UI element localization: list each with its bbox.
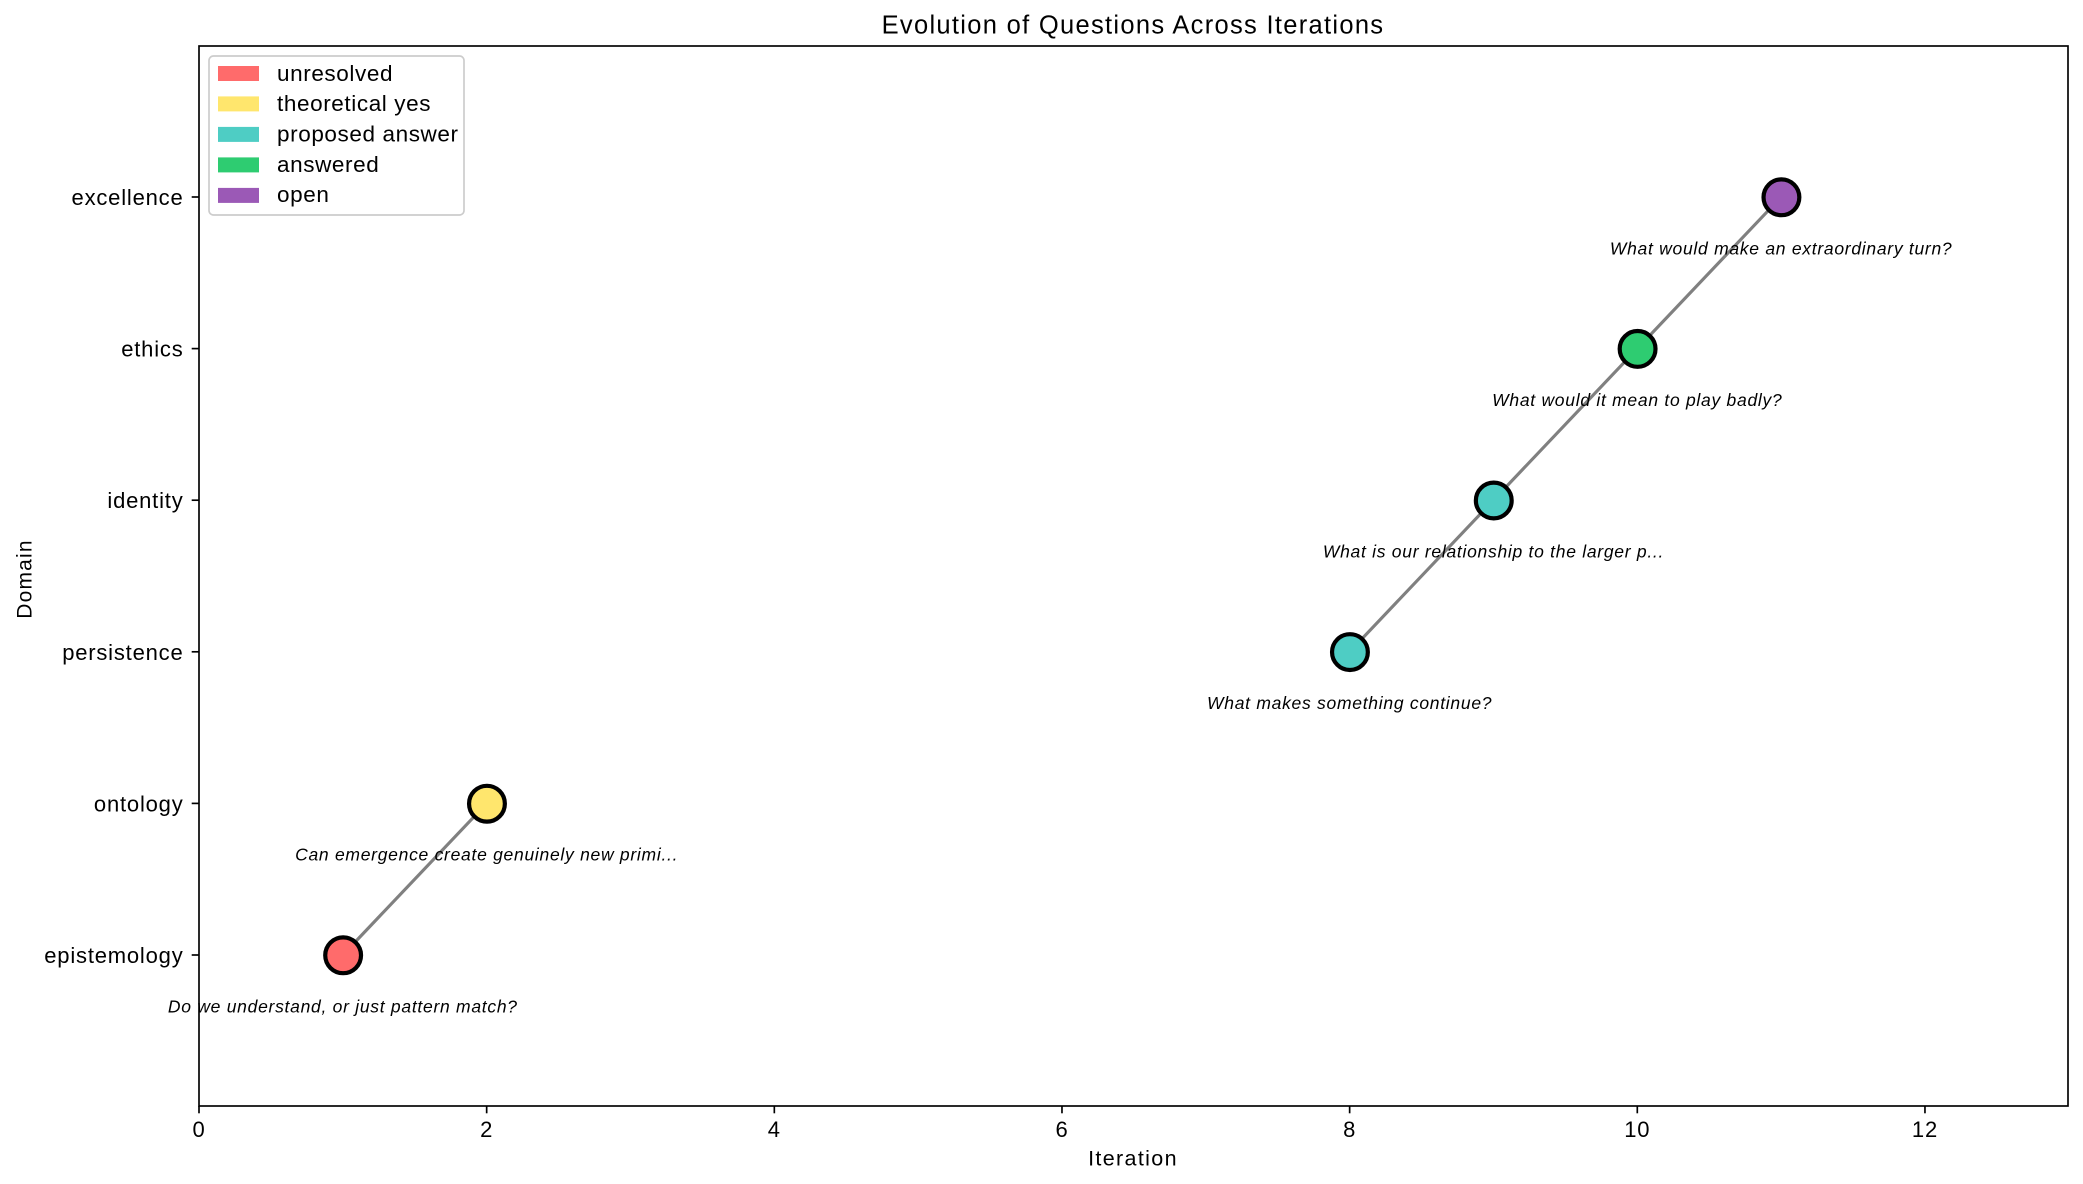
svg-text:4: 4 bbox=[768, 1117, 781, 1142]
svg-text:unresolved: unresolved bbox=[277, 61, 393, 86]
svg-text:ethics: ethics bbox=[121, 337, 183, 362]
svg-text:open: open bbox=[277, 182, 329, 207]
svg-text:Evolution of Questions Across: Evolution of Questions Across Iterations bbox=[882, 11, 1385, 39]
svg-text:theoretical yes: theoretical yes bbox=[277, 91, 431, 116]
svg-text:What is our relationship to th: What is our relationship to the larger p… bbox=[1323, 542, 1664, 562]
svg-text:ontology: ontology bbox=[94, 791, 184, 816]
svg-text:excellence: excellence bbox=[72, 185, 184, 210]
svg-text:What would make an extraordina: What would make an extraordinary turn? bbox=[1610, 238, 1953, 258]
svg-text:answered: answered bbox=[277, 152, 379, 177]
svg-text:Do we understand, or just patt: Do we understand, or just pattern match? bbox=[168, 996, 518, 1016]
svg-text:epistemology: epistemology bbox=[44, 943, 183, 968]
svg-text:2: 2 bbox=[480, 1117, 493, 1142]
svg-text:What would it mean to play bad: What would it mean to play badly? bbox=[1492, 390, 1782, 410]
svg-text:proposed answer: proposed answer bbox=[277, 122, 459, 147]
svg-text:Domain: Domain bbox=[13, 539, 36, 619]
svg-text:Iteration: Iteration bbox=[1088, 1146, 1178, 1170]
svg-text:What makes something continue?: What makes something continue? bbox=[1207, 693, 1492, 713]
svg-text:12: 12 bbox=[1912, 1117, 1938, 1142]
svg-text:Can emergence create genuinely: Can emergence create genuinely new primi… bbox=[295, 845, 678, 865]
svg-text:identity: identity bbox=[107, 488, 183, 513]
svg-text:persistence: persistence bbox=[62, 640, 183, 665]
svg-text:8: 8 bbox=[1343, 1117, 1356, 1142]
svg-text:6: 6 bbox=[1055, 1117, 1068, 1142]
svg-text:10: 10 bbox=[1624, 1117, 1650, 1142]
svg-text:0: 0 bbox=[192, 1117, 205, 1142]
